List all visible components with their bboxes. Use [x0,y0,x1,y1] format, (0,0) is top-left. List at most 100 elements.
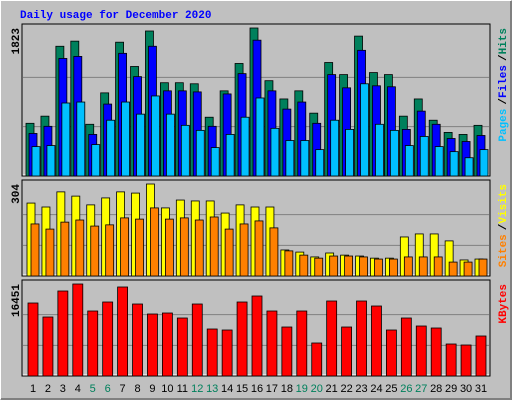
x-tick-label: 14 [221,383,233,395]
bar [400,317,412,377]
bar [221,329,233,377]
bar [176,317,188,377]
bar [403,256,413,277]
x-tick-label: 24 [370,383,382,395]
y-tick-label: 16451 [11,284,23,317]
bar [326,300,338,377]
bar [46,145,56,177]
y-tick-label: 304 [11,184,23,204]
x-tick-label: 29 [445,383,457,395]
bar [266,310,278,377]
bar [415,325,427,377]
x-tick-label: 1 [30,383,36,395]
bar [31,146,41,177]
x-tick-label: 21 [326,383,338,395]
x-tick-label: 20 [311,383,323,395]
bar [102,301,114,377]
bar [180,124,190,177]
x-tick-label: 23 [355,383,367,395]
bar [27,302,39,377]
bar [270,127,280,177]
bar [132,303,143,377]
x-tick-label: 9 [149,383,155,395]
x-tick-label: 16 [251,383,263,395]
bar [329,255,339,277]
bar [45,228,55,277]
x-tick-label: 8 [134,383,140,395]
x-tick-label: 4 [75,383,81,395]
legend-separator: / [498,54,510,61]
bar [161,312,173,377]
bar [195,129,205,177]
bar [300,140,310,177]
bar [360,83,369,177]
x-tick-label: 6 [105,383,111,395]
bar [240,116,250,177]
bar [449,151,459,177]
bar [224,228,234,277]
bar [315,149,325,177]
bar [61,102,71,177]
bar [179,217,189,277]
bar [105,224,115,277]
x-tick-label: 18 [281,383,293,395]
bar [345,128,355,177]
x-tick-label: 13 [206,383,218,395]
legend-entry: Sites [498,234,510,267]
bar [478,258,488,277]
legend-entry: KBytes [498,284,510,324]
bar [72,283,84,377]
legend: Pages/Files/Hits [498,28,510,142]
bar [106,119,116,177]
x-tick-label: 2 [45,383,51,395]
x-tick-label: 3 [60,383,66,395]
bar [164,218,174,277]
bar [389,129,399,177]
bar [60,221,70,277]
bar [206,328,218,377]
bar [136,113,145,177]
bar [375,123,384,177]
legend: Sites /Visits [498,184,510,267]
legend-entry: Pages [498,109,510,142]
bar [418,256,428,277]
bar [90,225,100,277]
bar [330,119,340,177]
bar [299,254,309,277]
bar [433,256,443,277]
legend-entry: Files [498,65,510,98]
bar [135,218,144,277]
bar [210,147,220,177]
y-tick-label: 1823 [11,28,23,55]
x-tick-label: 15 [236,383,248,395]
bar [251,295,263,377]
bar [314,257,324,277]
bar [356,300,367,377]
bar [42,316,54,377]
x-tick-label: 11 [177,383,188,395]
bar [147,313,158,377]
bar [87,310,99,377]
x-tick-label: 12 [191,383,203,395]
bar [371,305,382,377]
bar [239,223,249,277]
bar [76,101,86,177]
bar [150,207,159,277]
bar [479,149,489,177]
bar [151,95,160,177]
bar [311,342,323,377]
bar [120,217,129,277]
bar [209,216,219,277]
bar [269,227,279,277]
chart-title: Daily usage for December 2020 [20,10,211,22]
bar [419,136,429,177]
bar [296,310,308,377]
x-tick-label: 25 [385,383,397,395]
bar [359,256,368,277]
bar [281,326,293,377]
x-tick-label: 22 [340,383,352,395]
bar [285,140,295,177]
bar [165,113,175,177]
